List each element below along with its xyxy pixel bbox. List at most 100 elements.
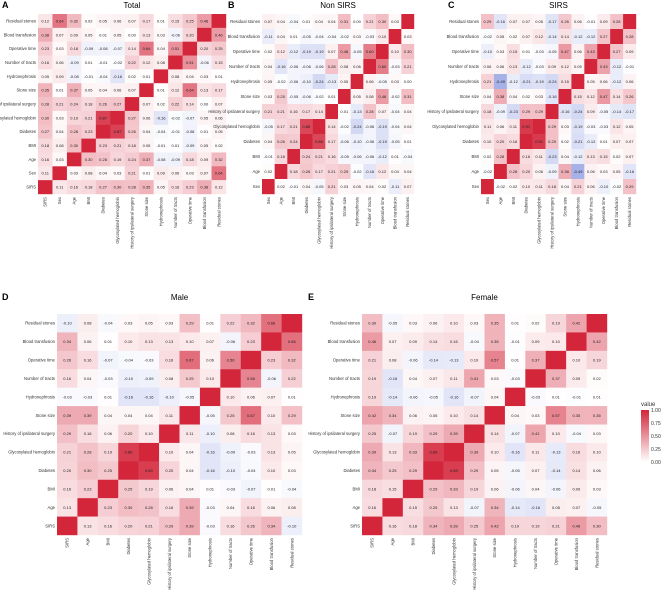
cell-value-label: 0.02 — [532, 321, 541, 326]
cell-value-label: 0.04 — [509, 94, 518, 99]
column-tick-label: Blood transfusion — [269, 537, 274, 570]
heatmap-cell — [623, 134, 637, 150]
heatmap-cell — [484, 350, 506, 370]
cell-value-label: 0.19 — [593, 358, 602, 363]
cell-value-label: 0.51 — [186, 60, 195, 65]
cell-value-label: 0.46 — [378, 94, 387, 99]
heatmap-cell — [388, 134, 402, 150]
heatmap-cell — [493, 104, 508, 120]
heatmap-cell — [97, 332, 119, 352]
cell-value-label: 0.37 — [552, 376, 561, 381]
heatmap-cell — [81, 14, 97, 29]
heatmap-cell — [401, 29, 415, 45]
heatmap-cell — [38, 41, 53, 56]
column-tick-label: BMI — [86, 197, 91, 204]
row-tick-label: Age — [472, 169, 480, 174]
heatmap-cell — [584, 119, 598, 135]
cell-value-label: -0.05 — [599, 109, 609, 114]
cell-value-label: 0.46 — [215, 32, 224, 37]
heatmap-cell — [197, 152, 212, 167]
cell-value-label: 0.08 — [157, 60, 166, 65]
cell-value-label: -0.05 — [378, 79, 388, 84]
column-tick-label: Hydronephrosis — [158, 197, 163, 226]
cell-value-label: -0.05 — [185, 394, 195, 399]
cell-value-label: 0.28 — [70, 129, 79, 134]
cell-value-label: 0.03 — [470, 321, 479, 326]
cell-value-label: 0.10 — [593, 450, 602, 455]
cell-value-label: -0.16 — [365, 169, 375, 174]
column-tick-label: Stone size — [562, 196, 567, 216]
heatmap-cell — [623, 104, 637, 120]
heatmap-cell — [118, 369, 139, 388]
cell-value-label: 0.21 — [290, 124, 299, 129]
column-tick-label: Diabetes — [431, 538, 436, 555]
cell-value-label: -0.06 — [365, 154, 375, 159]
heatmap-cell — [220, 424, 241, 444]
cell-value-label: 0.06 — [587, 184, 596, 189]
cell-value-label: -0.19 — [535, 79, 545, 84]
heatmap-cell — [220, 461, 241, 480]
heatmap-cell — [597, 164, 611, 180]
cell-value-label: 0.56 — [247, 376, 256, 381]
cell-value-label: -0.05 — [314, 184, 324, 189]
heatmap-cell — [571, 89, 585, 105]
column-tick-label: BMI — [291, 197, 296, 204]
heatmap-cell — [545, 424, 567, 444]
cell-value-label: 0.06 — [574, 19, 583, 24]
cell-value-label: 0.04 — [264, 139, 273, 144]
heatmap-cell — [376, 119, 389, 135]
heatmap-cell — [95, 69, 111, 84]
heatmap-cell — [57, 516, 78, 536]
heatmap-cell — [401, 89, 415, 105]
heatmap-cell — [506, 134, 520, 150]
heatmap-cell — [493, 179, 508, 195]
cell-value-label: 0.16 — [84, 431, 93, 436]
heatmap-cell — [506, 59, 520, 75]
heatmap-cell — [81, 138, 97, 153]
heatmap-cell — [262, 134, 275, 150]
heatmap-cell — [281, 387, 303, 407]
heatmap-cell — [220, 387, 241, 407]
cell-value-label: 0.21 — [574, 184, 583, 189]
heatmap-cell — [57, 498, 78, 517]
column-tick-label: Blood transfusion — [574, 537, 579, 570]
cell-value-label: 0.05 — [353, 184, 362, 189]
cell-value-label: 0.18 — [277, 154, 286, 159]
heatmap-cell — [484, 424, 506, 444]
heatmap-cell — [52, 69, 68, 84]
heatmap-cell — [504, 516, 526, 536]
heatmap-cell — [484, 442, 506, 462]
heatmap-cell — [211, 41, 227, 56]
cell-value-label: -0.09 — [84, 46, 94, 51]
cell-value-label: 0.21 — [328, 169, 337, 174]
heatmap-cell — [182, 14, 198, 29]
cell-value-label: -0.02 — [352, 169, 362, 174]
cell-value-label: 0.29 — [548, 139, 557, 144]
heatmap-cell — [139, 97, 154, 112]
cell-value-label: 0.04 — [186, 74, 195, 79]
cell-value-label: 0.00 — [200, 102, 209, 107]
heatmap-cell — [402, 387, 424, 407]
cell-value-label: 0.00 — [128, 32, 137, 37]
cell-value-label: 0.39 — [186, 523, 195, 528]
heatmap-cell — [97, 406, 119, 425]
cell-value-label: 0.08 — [288, 505, 297, 510]
heatmap-cell — [525, 350, 546, 370]
cell-value-label: 0.08 — [227, 431, 236, 436]
heatmap-cell — [199, 498, 221, 517]
heatmap-cell — [66, 152, 82, 167]
cell-value-label: -0.06 — [302, 94, 312, 99]
cell-value-label: -0.04 — [103, 321, 113, 326]
cell-value-label: 0.14 — [430, 339, 439, 344]
cell-value-label: 0.28 — [128, 185, 137, 190]
cell-value-label: 0.85 — [302, 124, 311, 129]
heatmap-cell — [401, 164, 415, 180]
heatmap-cell — [566, 387, 587, 407]
heatmap-cell — [506, 44, 520, 60]
heatmap-cell — [586, 387, 608, 407]
heatmap-cell — [281, 516, 303, 536]
heatmap-cell — [623, 89, 637, 105]
heatmap-cell — [66, 138, 82, 153]
cell-value-label: 0.04 — [186, 468, 195, 473]
